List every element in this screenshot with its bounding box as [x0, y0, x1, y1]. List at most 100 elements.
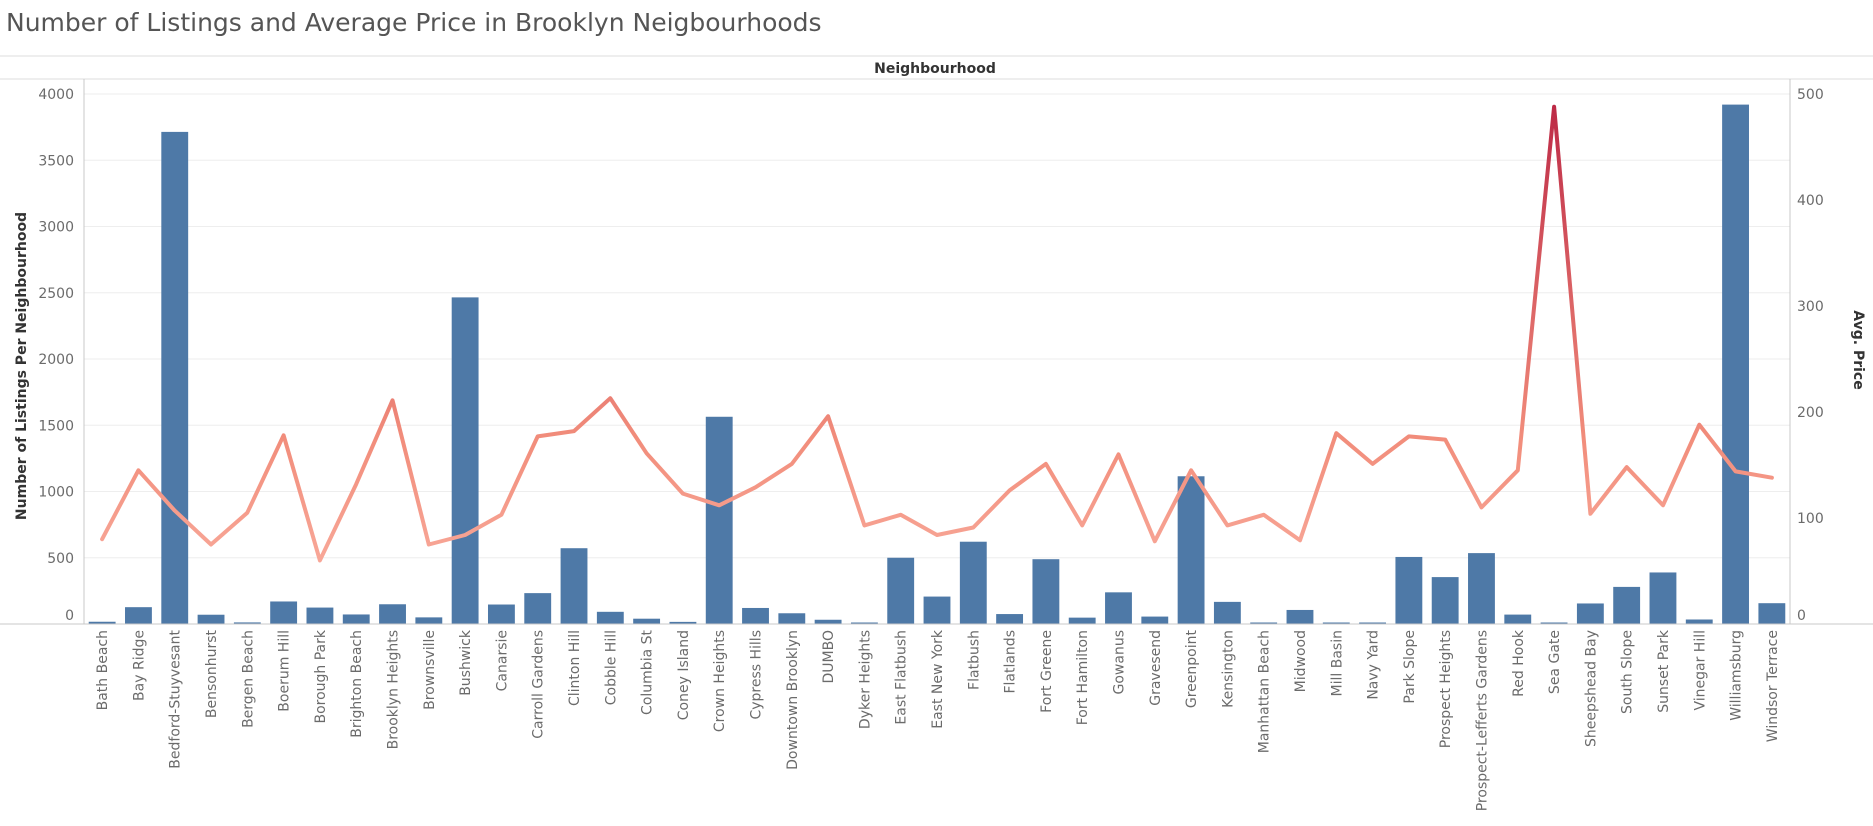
- y-tick-label: 500: [47, 551, 74, 567]
- bar: [1177, 476, 1205, 624]
- category-label: Sunset Park: [1656, 629, 1672, 713]
- category-label: Bay Ridge: [131, 630, 147, 701]
- left-axis-ticks: 0 500 1000 1500 2000 2500 3000 3500 4000: [38, 87, 74, 624]
- bar: [1468, 553, 1495, 624]
- category-label: Brownsville: [422, 630, 438, 710]
- right-axis-ticks: 0 100 200 300 400 500: [1797, 87, 1824, 624]
- bar: [633, 618, 661, 624]
- axes-frame: [0, 79, 1873, 625]
- bar: [487, 604, 515, 624]
- bar: [1758, 603, 1786, 624]
- bar: [1540, 622, 1568, 624]
- bar: [1431, 577, 1459, 624]
- bar: [814, 619, 842, 624]
- y2-tick-label: 500: [1797, 87, 1824, 103]
- y2-tick-label: 0: [1797, 608, 1806, 624]
- bar: [1068, 617, 1096, 624]
- category-label: Vinegar Hill: [1692, 630, 1708, 711]
- category-label: Columbia St: [640, 630, 656, 715]
- bar: [959, 541, 987, 624]
- y-axis-title: Number of Listings Per Neighbourhood: [14, 212, 30, 520]
- category-label: Gravesend: [1148, 630, 1164, 706]
- bar: [996, 614, 1024, 624]
- category-label: Carroll Gardens: [531, 630, 547, 739]
- category-label: Navy Yard: [1366, 630, 1382, 700]
- bar: [1032, 559, 1060, 624]
- bar: [1250, 622, 1278, 624]
- category-label: Bushwick: [458, 629, 474, 696]
- category-label: Crown Heights: [712, 630, 728, 732]
- bar: [1141, 616, 1169, 624]
- category-label: Greenpoint: [1184, 629, 1200, 708]
- bar: [342, 614, 370, 624]
- category-label: Cobble Hill: [603, 630, 619, 705]
- bar: [1105, 592, 1132, 624]
- y-tick-label: 0: [65, 608, 74, 624]
- chart-title: Number of Listings and Average Price in …: [6, 8, 822, 37]
- bar: [197, 614, 225, 624]
- category-label: Downtown Brooklyn: [785, 630, 801, 770]
- category-label: Prospect Heights: [1438, 630, 1454, 748]
- category-label: Brooklyn Heights: [386, 630, 402, 749]
- y2-axis-title: Avg. Price: [1850, 310, 1866, 389]
- avg-price-series-line: [100, 104, 1774, 563]
- bar: [415, 617, 443, 624]
- category-label: Kensington: [1220, 630, 1236, 708]
- category-label: Bedford-Stuyvesant: [168, 629, 184, 768]
- bar: [1722, 104, 1749, 625]
- category-label: Brighton Beach: [349, 630, 365, 738]
- y-tick-label: 2000: [38, 352, 74, 368]
- y2-tick-label: 300: [1797, 299, 1824, 315]
- category-label: Cypress Hills: [749, 630, 765, 720]
- category-label: Red Hook: [1511, 629, 1527, 697]
- bar: [1359, 622, 1387, 624]
- bar: [887, 557, 915, 624]
- category-label: Coney Island: [676, 630, 692, 720]
- bar: [270, 601, 298, 624]
- bar: [923, 596, 951, 624]
- bar: [742, 607, 769, 624]
- bar: [778, 613, 806, 624]
- category-label: Gowanus: [1112, 630, 1128, 694]
- category-labels: Bath Beach Bay Ridge Bedford-Stuyvesant Ben…: [95, 629, 1781, 811]
- bar: [1649, 572, 1677, 624]
- bar: [1576, 603, 1604, 624]
- category-label: Boerum Hill: [277, 630, 293, 712]
- bar: [669, 621, 697, 624]
- category-label: Prospect-Lefferts Gardens: [1475, 630, 1491, 811]
- category-label: Bergen Beach: [240, 630, 256, 728]
- category-label: Williamsburg: [1729, 630, 1745, 721]
- y-tick-label: 3500: [38, 153, 74, 169]
- y-tick-label: 1500: [38, 418, 74, 434]
- bar: [850, 622, 878, 624]
- category-label: DUMBO: [821, 630, 837, 683]
- category-label: Clinton Hill: [567, 630, 583, 706]
- bar: [306, 607, 334, 624]
- bar: [1213, 601, 1241, 624]
- gridlines: [84, 93, 1790, 559]
- bar: [1504, 614, 1532, 624]
- y-tick-label: 2500: [38, 286, 74, 302]
- category-label: Midwood: [1293, 630, 1309, 692]
- category-label: Fort Greene: [1039, 630, 1055, 713]
- bar: [88, 621, 116, 624]
- y2-tick-label: 200: [1797, 405, 1824, 421]
- category-label: South Slope: [1620, 630, 1636, 714]
- category-label: Park Slope: [1402, 630, 1418, 704]
- category-label: Bath Beach: [95, 630, 111, 710]
- category-label: Flatbush: [966, 630, 982, 690]
- bar: [1395, 556, 1423, 624]
- category-label: Canarsie: [494, 630, 510, 691]
- bar: [451, 297, 479, 624]
- bar: [1286, 609, 1314, 624]
- category-label: Dyker Heights: [857, 630, 873, 729]
- category-label: Sheepshead Bay: [1583, 630, 1599, 747]
- bar: [125, 607, 152, 624]
- bar: [1613, 586, 1641, 624]
- category-label: Windsor Terrace: [1765, 630, 1781, 742]
- listings-bars: [88, 104, 1786, 625]
- bar: [1685, 619, 1713, 624]
- bar: [560, 548, 588, 624]
- category-label: Manhattan Beach: [1257, 630, 1273, 753]
